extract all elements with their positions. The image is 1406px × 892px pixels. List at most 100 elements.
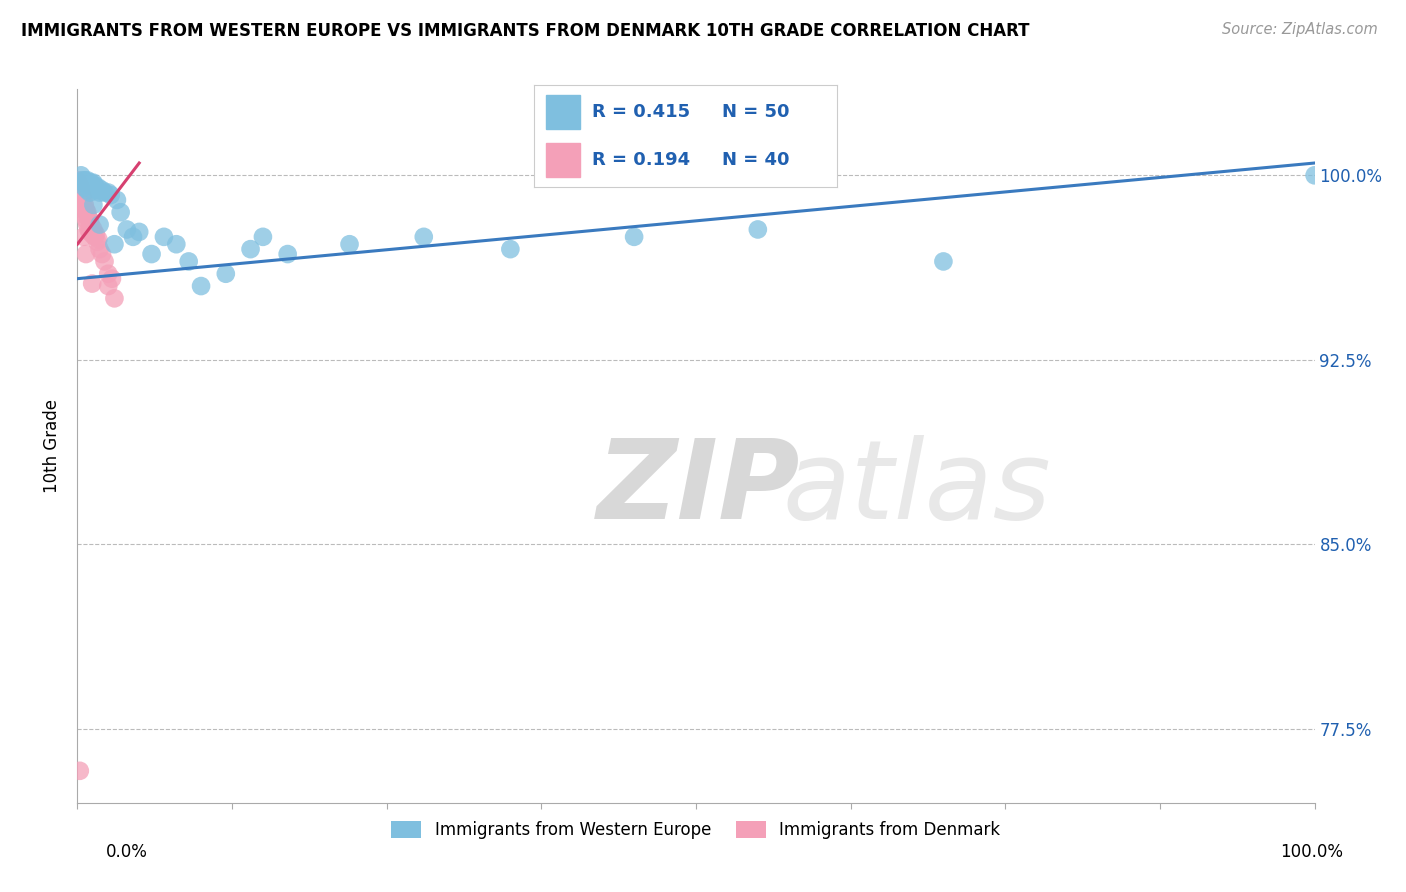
Point <box>77 222 100 236</box>
Point <box>69 178 91 193</box>
Point <box>67 176 90 190</box>
Point <box>80 176 103 190</box>
Point <box>97 267 120 281</box>
Point <box>76 218 98 232</box>
Point <box>75 202 97 217</box>
Point <box>110 205 132 219</box>
Text: IMMIGRANTS FROM WESTERN EUROPE VS IMMIGRANTS FROM DENMARK 10TH GRADE CORRELATION: IMMIGRANTS FROM WESTERN EUROPE VS IMMIGR… <box>21 22 1029 40</box>
Point <box>86 235 108 249</box>
Text: atlas: atlas <box>783 435 1052 542</box>
Point <box>83 230 105 244</box>
Point <box>177 254 200 268</box>
Point <box>76 176 98 190</box>
Point <box>91 183 114 197</box>
Point <box>932 254 955 268</box>
Point <box>252 230 274 244</box>
Point <box>66 173 89 187</box>
Point <box>72 188 94 202</box>
Point <box>76 183 98 197</box>
Point <box>190 279 212 293</box>
Point <box>100 188 122 202</box>
Point <box>77 178 100 193</box>
Point <box>412 230 434 244</box>
Point <box>79 178 101 193</box>
Point <box>77 210 100 224</box>
Point <box>72 193 94 207</box>
Point <box>72 176 94 190</box>
Point <box>82 198 104 212</box>
Point <box>97 186 120 200</box>
Point <box>1303 169 1326 183</box>
Y-axis label: 10th Grade: 10th Grade <box>44 399 62 493</box>
Point <box>339 237 361 252</box>
Point <box>89 242 111 256</box>
Point <box>87 180 110 194</box>
Point <box>101 271 124 285</box>
Point <box>82 176 104 190</box>
Point <box>239 242 262 256</box>
Bar <box>547 144 579 177</box>
Point <box>79 176 101 190</box>
Point <box>91 247 114 261</box>
Point <box>79 212 101 227</box>
Point <box>79 186 101 200</box>
Point <box>75 247 97 261</box>
Point <box>103 291 125 305</box>
Point <box>70 193 93 207</box>
Point <box>70 169 93 183</box>
Point <box>73 173 96 187</box>
Point <box>73 180 96 194</box>
Text: R = 0.194: R = 0.194 <box>592 151 690 169</box>
Point <box>82 222 104 236</box>
Point <box>75 176 97 190</box>
Point <box>89 186 111 200</box>
Legend: Immigrants from Western Europe, Immigrants from Denmark: Immigrants from Western Europe, Immigran… <box>385 814 1007 846</box>
Text: Source: ZipAtlas.com: Source: ZipAtlas.com <box>1222 22 1378 37</box>
Point <box>72 202 94 217</box>
Bar <box>547 95 579 128</box>
Point <box>72 173 94 187</box>
Point <box>499 242 522 256</box>
Point <box>87 232 110 246</box>
Point <box>215 267 238 281</box>
Point <box>76 205 98 219</box>
Point <box>73 198 96 212</box>
Point <box>115 222 138 236</box>
Point <box>84 227 107 242</box>
Point <box>80 218 103 232</box>
Point <box>70 180 93 194</box>
Point <box>84 180 107 194</box>
Point <box>165 237 187 252</box>
Text: 100.0%: 100.0% <box>1279 843 1343 861</box>
Point <box>128 225 150 239</box>
Point <box>277 247 299 261</box>
Point <box>82 178 104 193</box>
Point <box>69 764 91 778</box>
Text: N = 40: N = 40 <box>721 151 789 169</box>
Point <box>82 227 104 242</box>
Point <box>97 279 120 293</box>
Text: ZIP: ZIP <box>598 435 800 542</box>
Point <box>93 186 115 200</box>
Point <box>623 230 645 244</box>
Point <box>122 230 145 244</box>
Point <box>79 225 101 239</box>
Point <box>67 186 90 200</box>
Text: R = 0.415: R = 0.415 <box>592 103 690 121</box>
Point <box>86 183 108 197</box>
Point <box>72 176 94 190</box>
Point <box>83 178 105 193</box>
Point <box>141 247 163 261</box>
Point <box>93 254 115 268</box>
Point <box>76 173 98 187</box>
Point <box>66 180 89 194</box>
Point <box>89 218 111 232</box>
Point <box>153 230 176 244</box>
Text: N = 50: N = 50 <box>721 103 789 121</box>
Point <box>105 193 128 207</box>
Point <box>69 188 91 202</box>
Point <box>72 198 94 212</box>
Point <box>72 230 94 244</box>
Point <box>73 208 96 222</box>
Text: 0.0%: 0.0% <box>105 843 148 861</box>
